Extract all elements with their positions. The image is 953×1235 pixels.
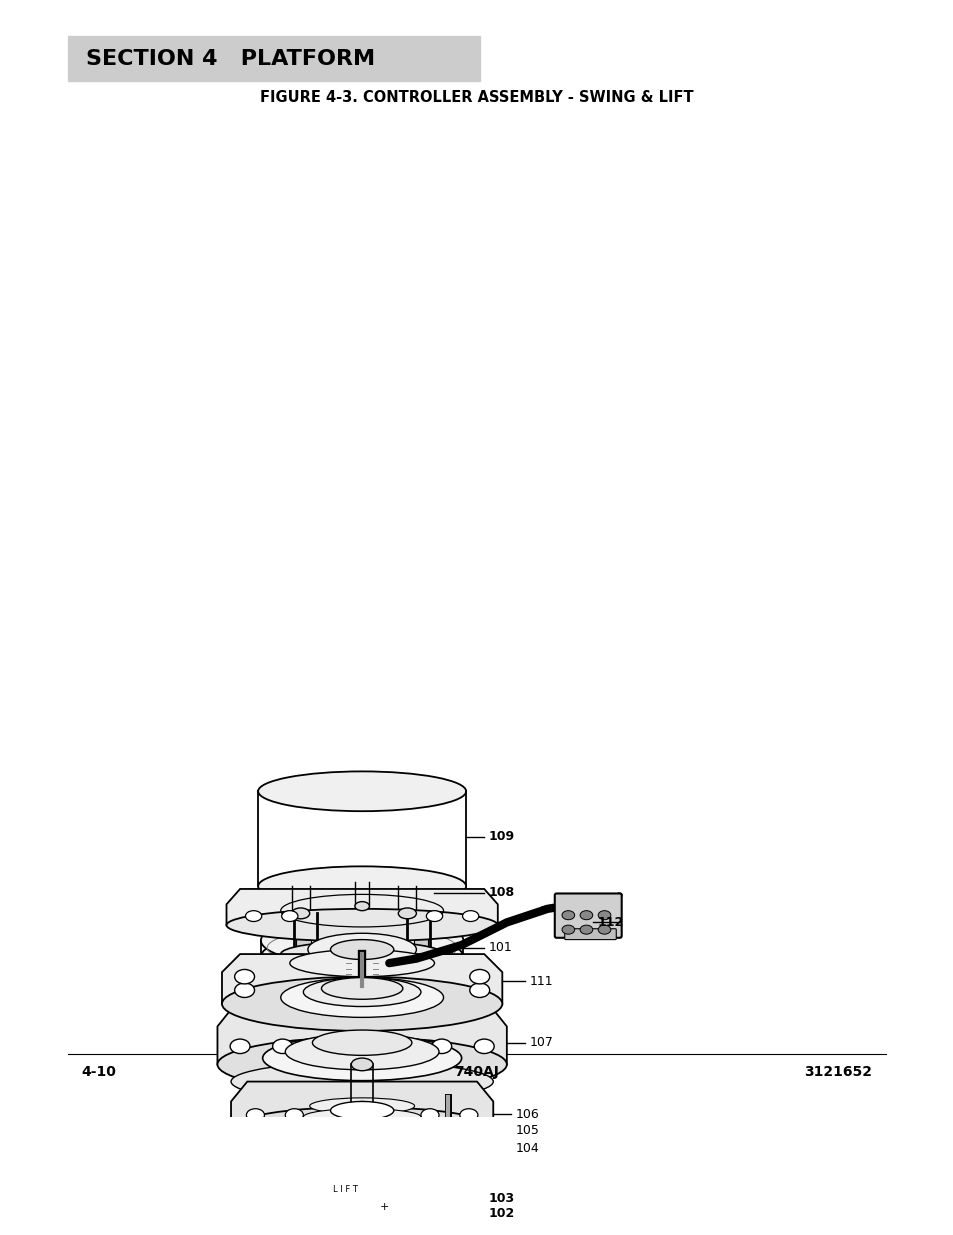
Ellipse shape bbox=[469, 969, 489, 984]
Ellipse shape bbox=[330, 940, 394, 960]
Ellipse shape bbox=[462, 910, 478, 921]
Ellipse shape bbox=[234, 983, 254, 998]
Polygon shape bbox=[295, 914, 311, 958]
Ellipse shape bbox=[245, 910, 261, 921]
Ellipse shape bbox=[561, 910, 574, 920]
Ellipse shape bbox=[474, 1039, 494, 1053]
Ellipse shape bbox=[398, 908, 416, 919]
Ellipse shape bbox=[439, 1141, 456, 1152]
Ellipse shape bbox=[561, 925, 574, 934]
Ellipse shape bbox=[303, 978, 420, 1007]
Ellipse shape bbox=[262, 1035, 461, 1081]
Text: 109: 109 bbox=[488, 830, 515, 844]
Ellipse shape bbox=[231, 1107, 493, 1150]
Ellipse shape bbox=[230, 1039, 250, 1053]
Ellipse shape bbox=[226, 909, 497, 941]
Polygon shape bbox=[306, 1225, 417, 1235]
Ellipse shape bbox=[222, 977, 502, 1031]
Text: 740AJ: 740AJ bbox=[454, 1065, 499, 1078]
Polygon shape bbox=[222, 955, 502, 1004]
Ellipse shape bbox=[438, 1146, 456, 1157]
Ellipse shape bbox=[459, 1109, 477, 1121]
Ellipse shape bbox=[330, 1102, 394, 1120]
Text: 3121652: 3121652 bbox=[803, 1065, 871, 1078]
Text: 107: 107 bbox=[529, 1036, 553, 1050]
Text: 101: 101 bbox=[488, 941, 512, 955]
Ellipse shape bbox=[344, 1182, 380, 1197]
Ellipse shape bbox=[280, 941, 443, 967]
Ellipse shape bbox=[351, 1058, 373, 1071]
Ellipse shape bbox=[310, 1098, 415, 1114]
Polygon shape bbox=[226, 889, 497, 925]
Ellipse shape bbox=[420, 1109, 438, 1121]
Text: FIGURE 4-3. CONTROLLER ASSEMBLY - SWING & LIFT: FIGURE 4-3. CONTROLLER ASSEMBLY - SWING … bbox=[260, 90, 693, 105]
Ellipse shape bbox=[258, 866, 466, 906]
Ellipse shape bbox=[355, 902, 369, 910]
Ellipse shape bbox=[598, 925, 610, 934]
Ellipse shape bbox=[351, 1102, 373, 1114]
FancyBboxPatch shape bbox=[69, 36, 479, 82]
Text: 111: 111 bbox=[529, 974, 553, 988]
Ellipse shape bbox=[314, 1141, 409, 1157]
Polygon shape bbox=[300, 1140, 423, 1235]
Text: 103: 103 bbox=[488, 1192, 515, 1204]
Ellipse shape bbox=[285, 1109, 303, 1121]
Ellipse shape bbox=[579, 925, 592, 934]
Ellipse shape bbox=[321, 978, 402, 999]
Text: 112: 112 bbox=[597, 916, 623, 929]
Polygon shape bbox=[231, 1082, 493, 1129]
Ellipse shape bbox=[579, 910, 592, 920]
Text: 105: 105 bbox=[516, 1124, 539, 1137]
Ellipse shape bbox=[281, 910, 297, 921]
Polygon shape bbox=[414, 914, 428, 958]
Text: 106: 106 bbox=[516, 1108, 539, 1120]
Ellipse shape bbox=[308, 934, 416, 966]
Ellipse shape bbox=[306, 1174, 417, 1204]
Ellipse shape bbox=[260, 931, 463, 982]
Text: SECTION 4   PLATFORM: SECTION 4 PLATFORM bbox=[86, 48, 375, 69]
Ellipse shape bbox=[290, 950, 434, 977]
Text: 108: 108 bbox=[488, 885, 515, 899]
Ellipse shape bbox=[469, 983, 489, 998]
Text: 102: 102 bbox=[488, 1207, 515, 1220]
Ellipse shape bbox=[280, 978, 443, 1018]
Ellipse shape bbox=[321, 929, 402, 952]
Ellipse shape bbox=[306, 1210, 417, 1235]
Ellipse shape bbox=[234, 969, 254, 984]
Ellipse shape bbox=[432, 1039, 451, 1053]
Ellipse shape bbox=[260, 915, 463, 966]
Polygon shape bbox=[217, 1004, 506, 1065]
FancyBboxPatch shape bbox=[564, 929, 616, 940]
Ellipse shape bbox=[306, 1130, 417, 1146]
Text: 4-10: 4-10 bbox=[82, 1065, 116, 1078]
Text: 104: 104 bbox=[516, 1142, 539, 1155]
Text: +: + bbox=[379, 1203, 389, 1213]
Ellipse shape bbox=[273, 1039, 293, 1053]
FancyBboxPatch shape bbox=[555, 893, 621, 937]
Ellipse shape bbox=[296, 1120, 427, 1136]
Polygon shape bbox=[258, 792, 466, 887]
Text: L I F T: L I F T bbox=[334, 1184, 358, 1194]
Ellipse shape bbox=[598, 910, 610, 920]
Ellipse shape bbox=[246, 1109, 264, 1121]
Ellipse shape bbox=[292, 908, 310, 919]
Ellipse shape bbox=[303, 1109, 420, 1125]
Ellipse shape bbox=[285, 1034, 438, 1070]
Ellipse shape bbox=[217, 1037, 506, 1092]
Ellipse shape bbox=[426, 910, 442, 921]
Ellipse shape bbox=[231, 1062, 493, 1102]
Ellipse shape bbox=[312, 1030, 412, 1056]
Ellipse shape bbox=[258, 772, 466, 811]
